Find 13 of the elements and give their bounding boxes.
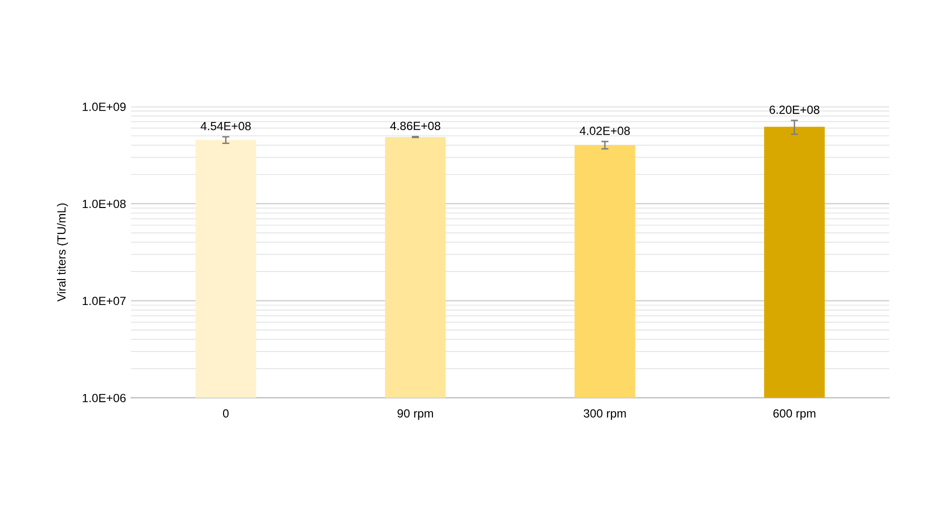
y-tick-label: 1.0E+06 [82, 394, 126, 402]
x-tick-label: 90 rpm [398, 409, 433, 420]
data-label: 6.20E+08 [770, 106, 820, 114]
x-tick-label: 600 rpm [773, 409, 816, 420]
data-label: 4.86E+08 [390, 122, 440, 130]
y-tick-label: 1.0E+09 [82, 102, 126, 111]
data-label: 4.02E+08 [580, 126, 630, 135]
y-axis-title: Viral titers (TU/mL) [56, 204, 68, 302]
y-tick-label: 1.0E+07 [82, 296, 126, 306]
data-label: 4.54E+08 [200, 122, 251, 130]
y-tick-label: 1.0E+08 [82, 200, 126, 208]
x-tick-label: 300 rpm [584, 409, 626, 420]
x-tick-label: 0 [222, 409, 229, 418]
